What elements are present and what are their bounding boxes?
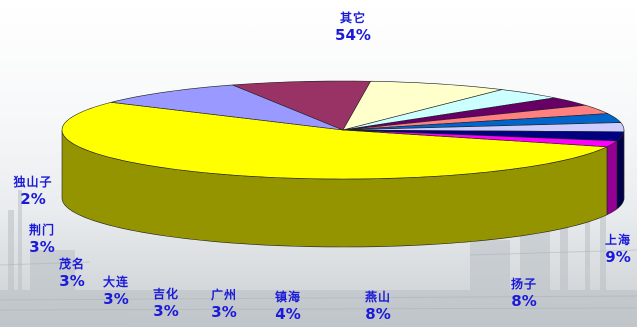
slice-label-jihua-value: 3%: [153, 301, 179, 320]
pie-slice-maoming: [342, 122, 625, 133]
slice-label-dushanzi-name: 独山子: [13, 175, 53, 189]
slice-label-dalian-value: 3%: [103, 289, 129, 308]
slice-label-dalian-name: 大连: [102, 275, 129, 289]
slice-label-yanshan: 燕山 8%: [356, 291, 400, 322]
slice-label-guangzhou: 广州 3%: [202, 289, 246, 320]
slice-label-yangzi: 扬子 8%: [502, 278, 546, 309]
slice-label-dalian: 大连 3%: [94, 276, 138, 307]
slice-label-jihua: 吉化 3%: [144, 288, 188, 319]
slice-label-qita-name: 其它: [339, 11, 366, 25]
slice-label-yangzi-name: 扬子: [510, 277, 537, 291]
slice-label-jingmen-value: 3%: [29, 237, 55, 256]
pie-side-jingmen: [616, 131, 625, 210]
pie-slice-guangzhou: [342, 97, 586, 131]
slice-label-maoming-value: 3%: [59, 271, 85, 290]
slice-label-qita-value: 54%: [335, 25, 371, 44]
pie-slice-shanghai: [111, 84, 344, 131]
pie-slice-yangzi: [232, 80, 372, 131]
pie-side-dushanzi: [606, 140, 618, 216]
slice-label-shanghai: 上海 9%: [598, 234, 637, 265]
pie-slice-qita: [61, 101, 608, 180]
slice-label-jingmen-name: 荆门: [28, 223, 55, 237]
slice-label-yangzi-value: 8%: [511, 291, 537, 310]
slice-label-jihua-name: 吉化: [152, 287, 179, 301]
slice-label-qita: 其它 54%: [328, 12, 378, 43]
slice-label-jingmen: 荆门 3%: [20, 224, 64, 255]
slice-label-shanghai-value: 9%: [605, 247, 631, 266]
slice-label-dushanzi: 独山子 2%: [4, 176, 62, 207]
slice-label-zhenhai-value: 4%: [275, 304, 301, 323]
slice-label-guangzhou-name: 广州: [210, 288, 237, 302]
pie-slice-dalian: [342, 113, 622, 131]
pie-slice-yanshan: [342, 80, 503, 131]
slice-label-yanshan-value: 8%: [365, 304, 391, 323]
slice-label-guangzhou-value: 3%: [211, 302, 237, 321]
slice-label-zhenhai-name: 镇海: [274, 290, 301, 304]
pie-slice-zhenhai: [342, 89, 555, 131]
pie-slice-jihua: [342, 104, 608, 131]
slice-label-yanshan-name: 燕山: [364, 290, 391, 304]
slice-label-zhenhai: 镇海 4%: [266, 291, 310, 322]
slice-label-maoming-name: 茂名: [58, 257, 85, 271]
slice-label-dushanzi-value: 2%: [20, 189, 46, 208]
slice-label-maoming: 茂名 3%: [50, 258, 94, 289]
slice-label-shanghai-name: 上海: [604, 233, 631, 247]
pie-slice-dushanzi: [342, 129, 618, 148]
